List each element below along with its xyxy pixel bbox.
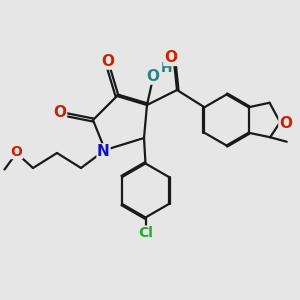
Text: O: O bbox=[146, 69, 160, 84]
Text: O: O bbox=[279, 116, 292, 131]
Text: Cl: Cl bbox=[138, 226, 153, 240]
Text: N: N bbox=[97, 144, 110, 159]
Text: O: O bbox=[11, 145, 22, 158]
Text: O: O bbox=[101, 54, 115, 69]
Text: O: O bbox=[53, 105, 67, 120]
Text: O: O bbox=[164, 50, 177, 65]
Text: H: H bbox=[161, 61, 172, 74]
